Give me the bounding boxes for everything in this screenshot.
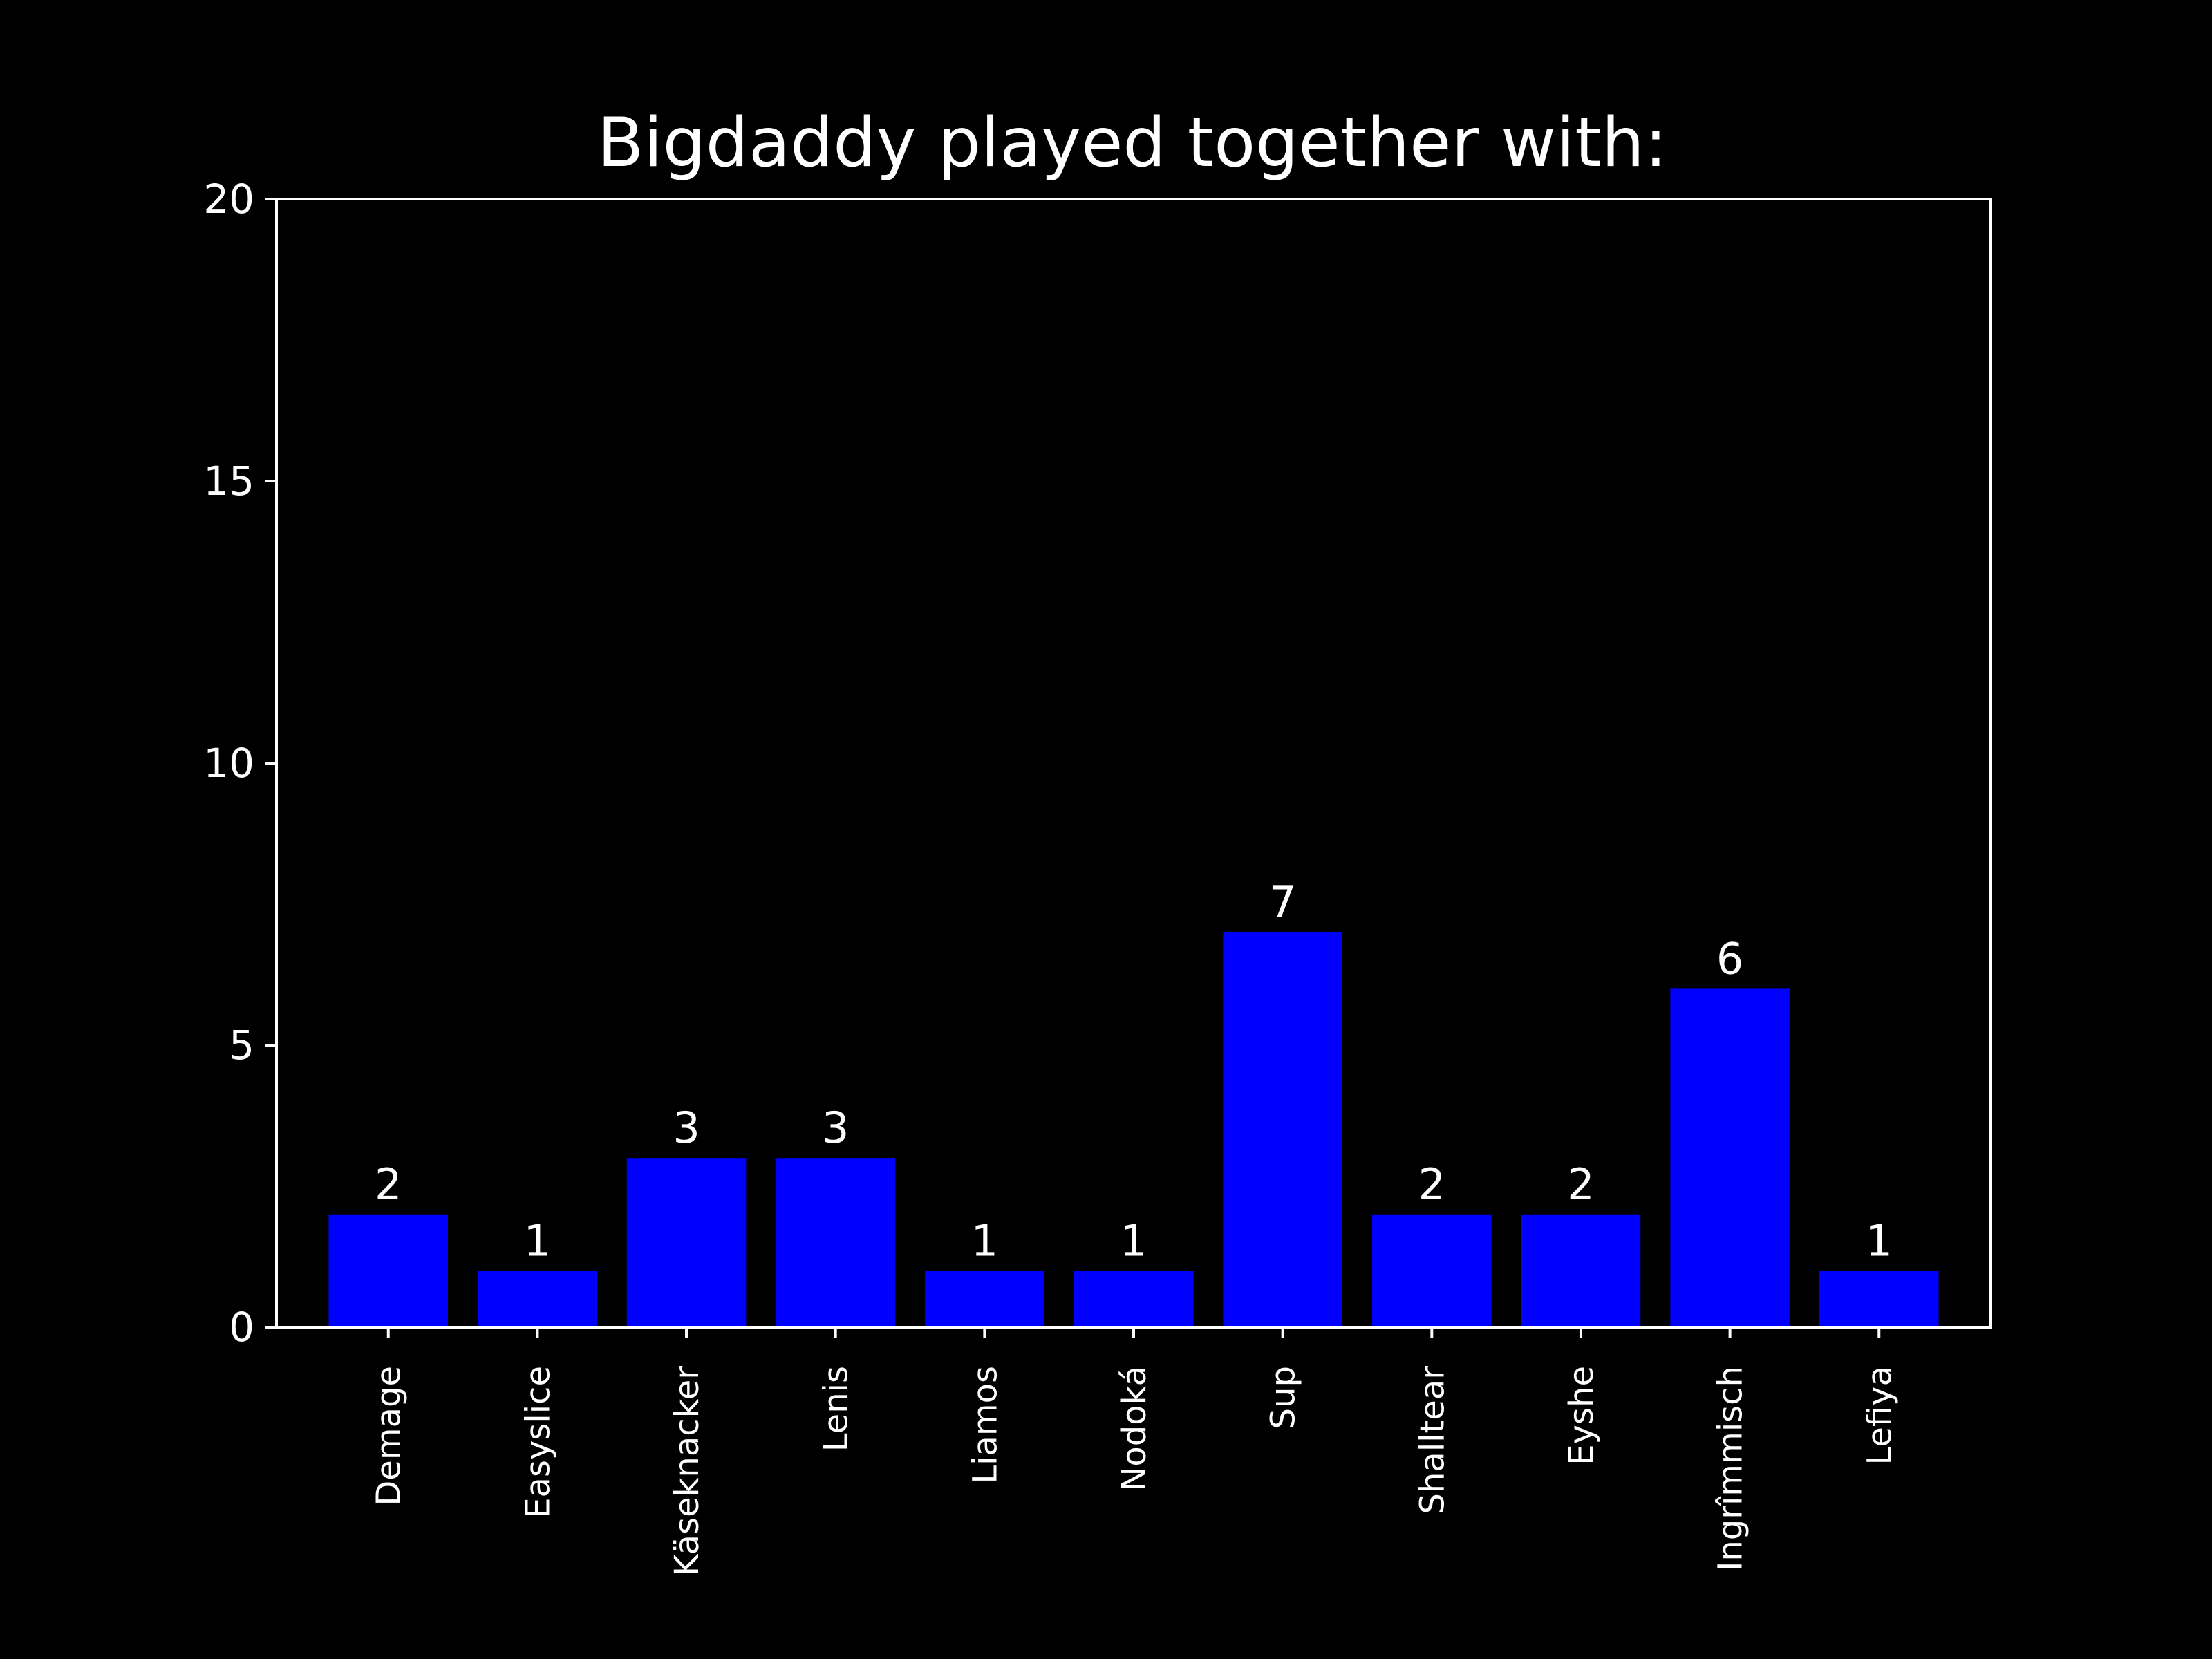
chart-title: Bigdaddy played together with: — [597, 104, 1667, 182]
bar-8 — [1521, 1214, 1641, 1327]
bar-value-label-0: 2 — [375, 1159, 402, 1210]
x-tick-label-8: Eyshe — [1562, 1366, 1601, 1465]
bar-9 — [1670, 988, 1790, 1327]
bar-4 — [925, 1271, 1044, 1327]
x-tick-label-3: Lenis — [817, 1366, 856, 1452]
y-tick-label-0: 0 — [229, 1304, 254, 1351]
bar-2 — [626, 1158, 747, 1327]
bar-value-label-10: 1 — [1866, 1215, 1893, 1266]
bars-group: 2 1 3 3 1 1 7 2 2 6 1 — [328, 877, 1939, 1327]
bar-value-label-1: 1 — [524, 1215, 551, 1266]
bar-value-label-7: 2 — [1418, 1159, 1445, 1210]
bar-value-label-3: 3 — [822, 1103, 849, 1153]
x-axis: Demage Easyslice Käseknacker Lenis Liamos Nod… — [370, 1327, 1899, 1576]
y-tick-label-1: 5 — [229, 1022, 254, 1069]
x-tick-label-6: Sup — [1264, 1366, 1303, 1429]
x-tick-label-7: Shalltear — [1413, 1366, 1452, 1515]
bar-1 — [478, 1271, 597, 1327]
bar-0 — [328, 1214, 448, 1327]
bar-value-label-5: 1 — [1120, 1215, 1147, 1266]
bar-value-label-4: 1 — [971, 1215, 998, 1266]
y-tick-label-4: 20 — [203, 176, 254, 223]
plot-frame — [275, 198, 1992, 1329]
x-tick-label-1: Easyslice — [518, 1366, 557, 1519]
bar-value-label-2: 3 — [673, 1103, 700, 1153]
x-tick-label-2: Käseknacker — [668, 1366, 706, 1576]
x-tick-label-0: Demage — [370, 1366, 409, 1506]
bar-value-label-6: 7 — [1269, 877, 1296, 928]
bar-7 — [1372, 1214, 1492, 1327]
x-tick-label-5: Nodoká — [1115, 1366, 1154, 1491]
x-tick-label-9: Ingrîmmisch — [1712, 1366, 1750, 1571]
x-tick-label-10: Lefiya — [1860, 1366, 1899, 1465]
y-tick-label-3: 15 — [203, 458, 254, 505]
bar-5 — [1074, 1271, 1194, 1327]
bar-3 — [776, 1158, 895, 1327]
bar-value-label-9: 6 — [1716, 933, 1743, 984]
y-axis: 0 5 10 15 20 — [203, 176, 276, 1351]
bar-6 — [1223, 932, 1342, 1327]
x-tick-label-4: Liamos — [966, 1366, 1004, 1484]
bar-value-label-8: 2 — [1567, 1159, 1594, 1210]
y-tick-label-2: 10 — [203, 740, 254, 787]
bar-10 — [1819, 1271, 1939, 1327]
